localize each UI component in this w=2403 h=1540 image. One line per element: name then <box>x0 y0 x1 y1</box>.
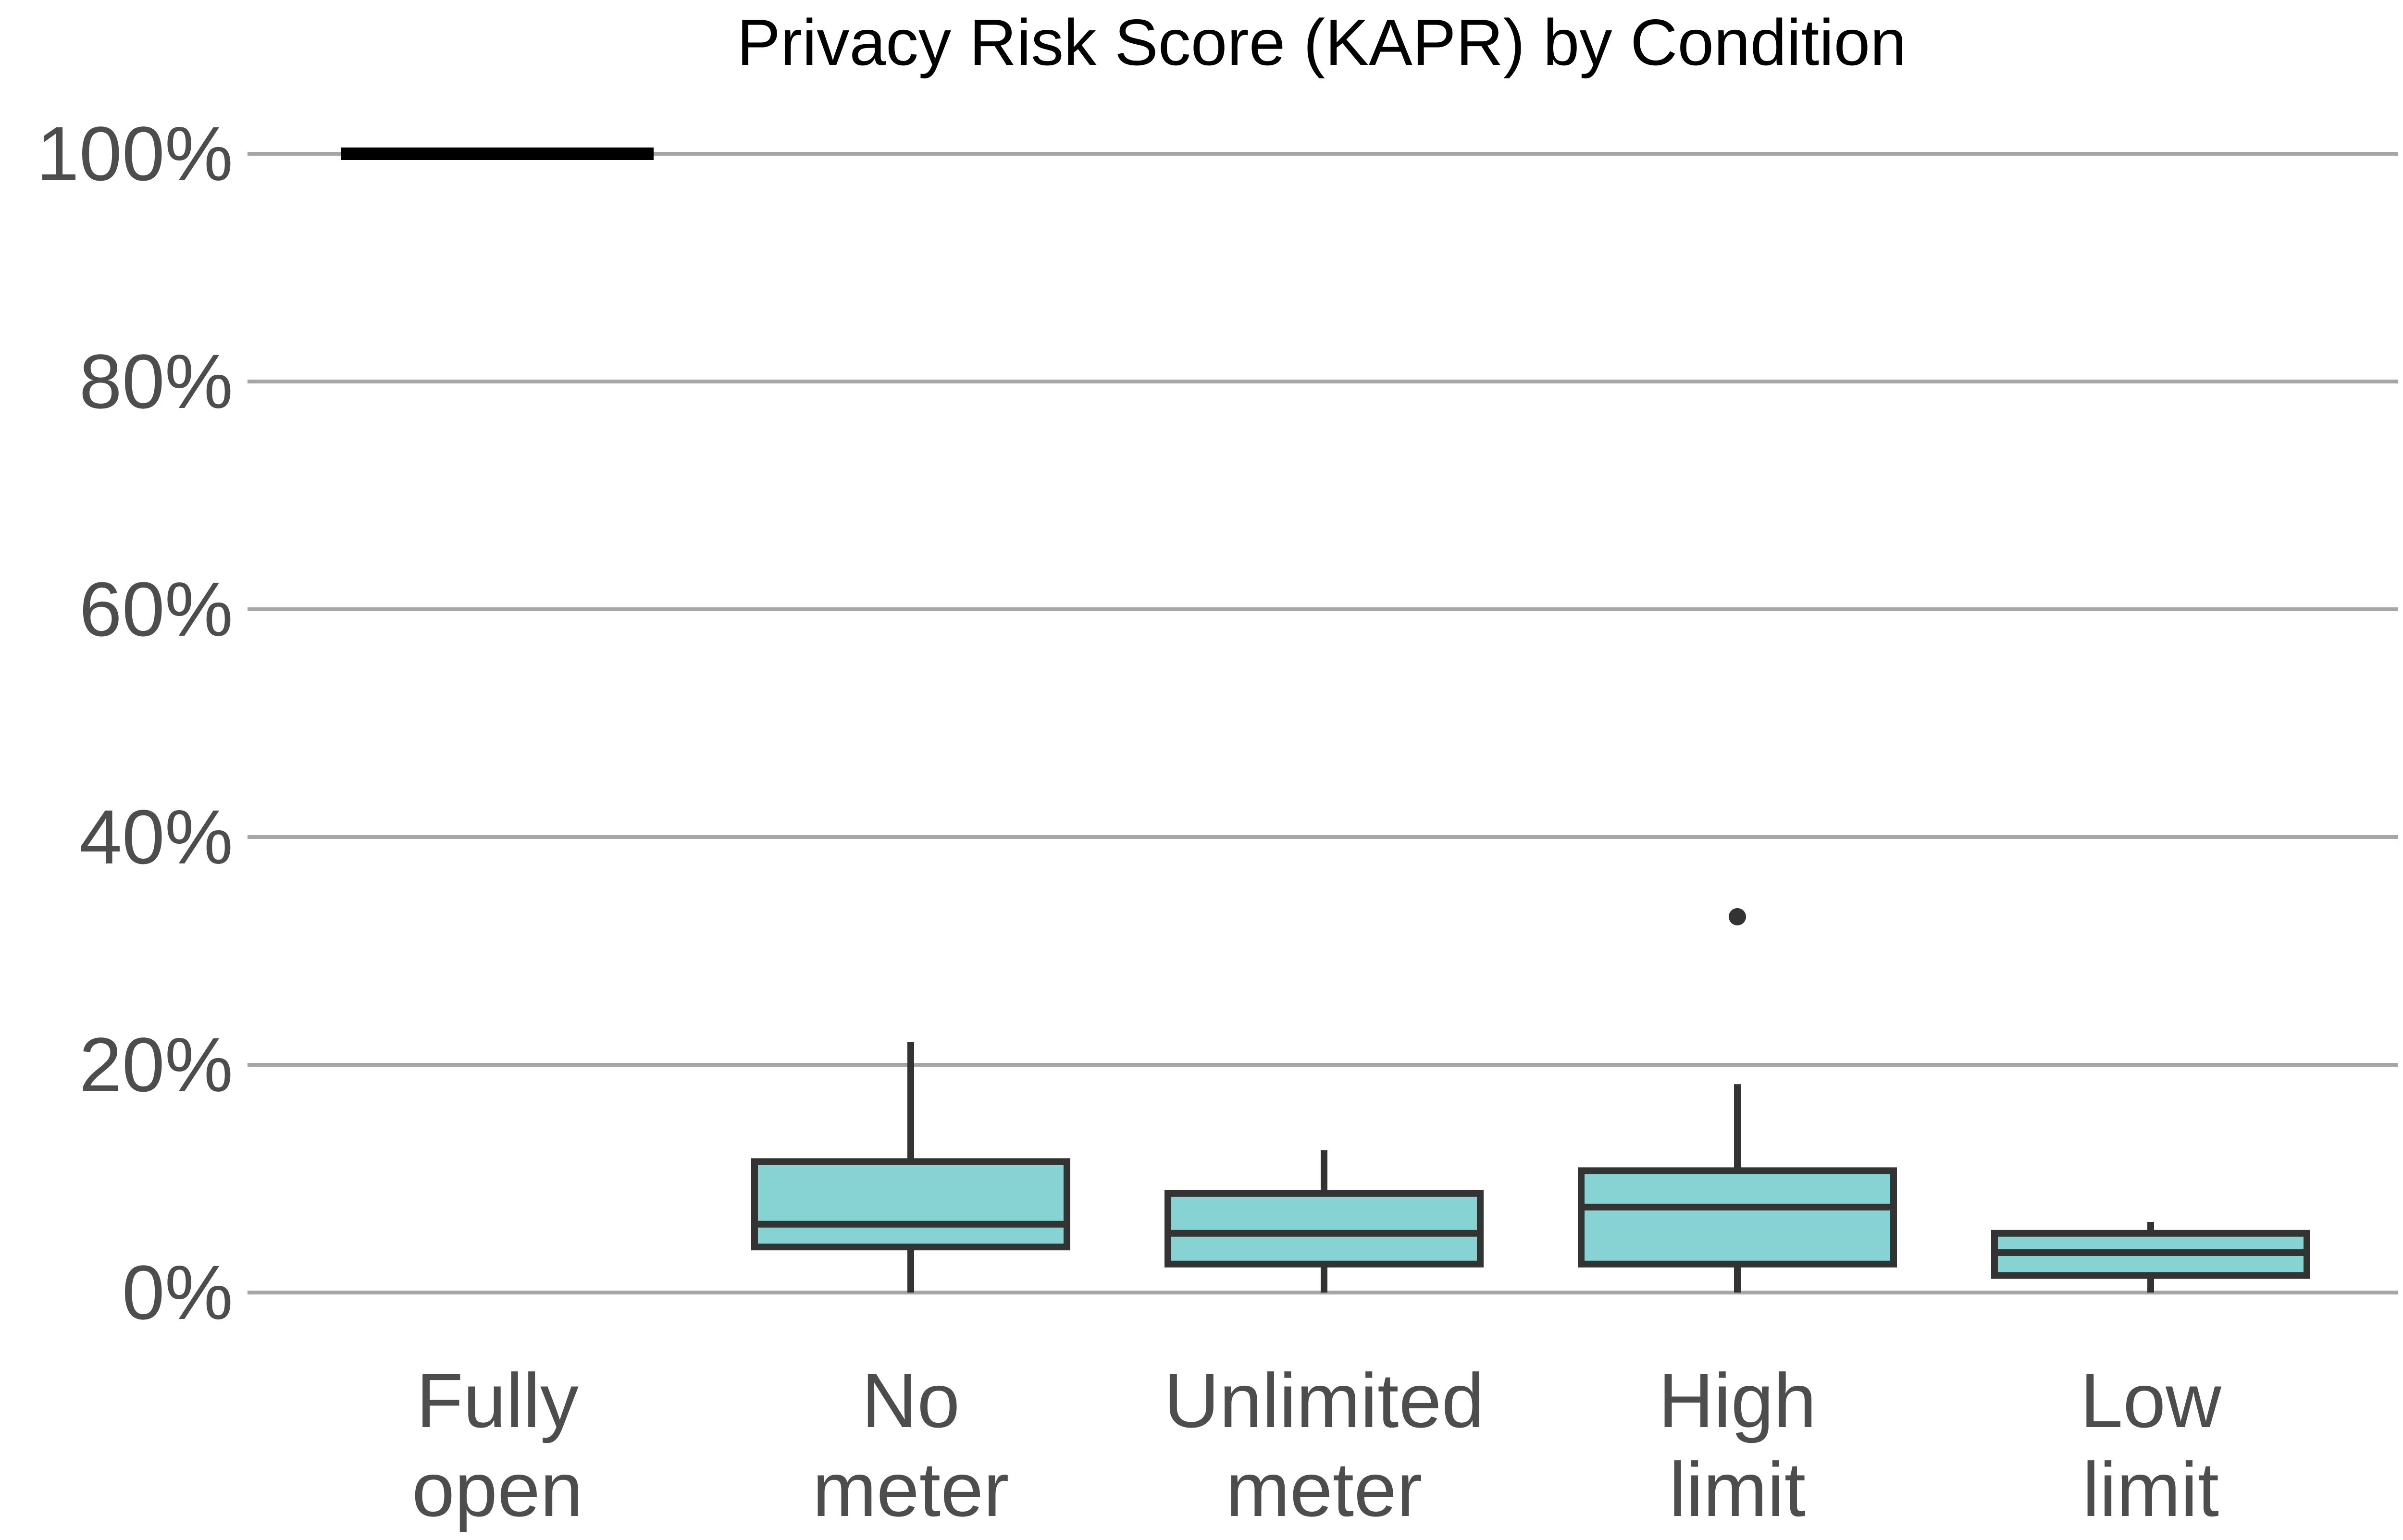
x-tick-label: No meter <box>813 1357 1009 1532</box>
y-tick-label: 80% <box>79 338 233 424</box>
box-group <box>1578 908 1897 1293</box>
y-tick-label: 40% <box>79 794 233 880</box>
box <box>1164 1190 1484 1268</box>
box-group <box>1164 1150 1484 1293</box>
outlier-point <box>1729 908 1746 925</box>
x-axis-ticks: Fully open No meter Unlimited meter High limit L… <box>412 1357 2221 1532</box>
boxplots <box>341 148 2310 1293</box>
box <box>1578 1167 1897 1268</box>
y-tick-label: 0% <box>122 1249 233 1335</box>
x-tick-label: High limit <box>1658 1357 1816 1532</box>
x-tick-label: Unlimited meter <box>1164 1357 1485 1532</box>
gridlines <box>248 152 2398 1294</box>
chart-title: Privacy Risk Score (KAPR) by Condition <box>737 6 1907 79</box>
box-group <box>751 1042 1070 1293</box>
y-tick-label: 100% <box>37 111 233 197</box>
y-tick-label: 60% <box>79 566 233 652</box>
y-axis-ticks: 0% 20% 40% 60% 80% 100% <box>37 111 233 1335</box>
box-group <box>1991 1222 2310 1293</box>
y-tick-label: 20% <box>79 1022 233 1108</box>
x-tick-label: Fully open <box>412 1357 583 1532</box>
box <box>751 1158 1070 1251</box>
x-tick-label: Low limit <box>2080 1357 2221 1532</box>
